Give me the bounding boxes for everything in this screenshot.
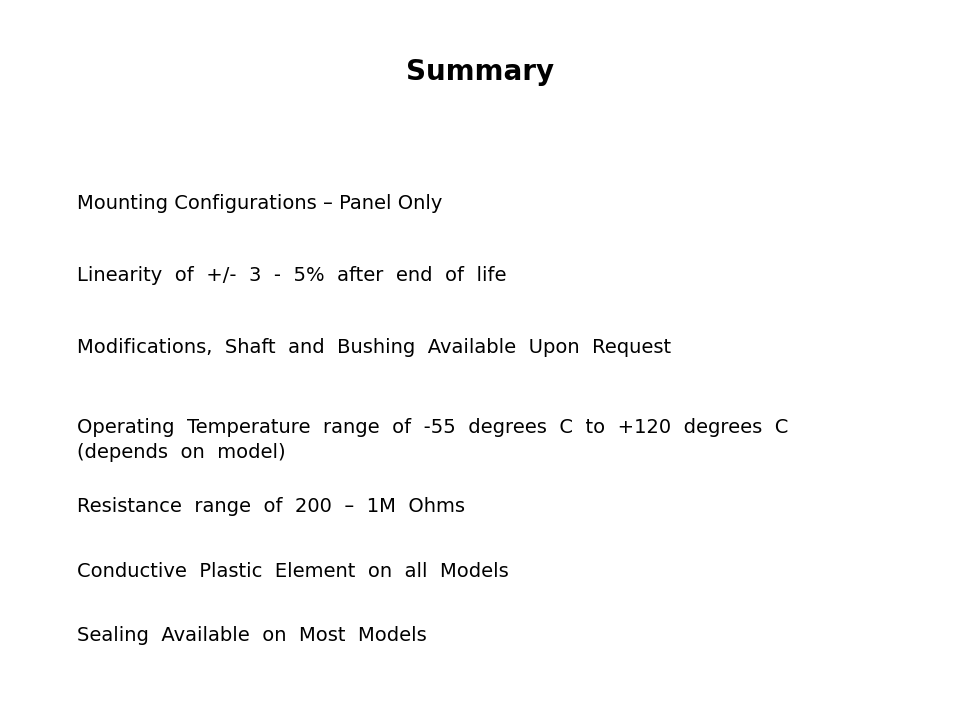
Text: Linearity  of  +/-  3  -  5%  after  end  of  life: Linearity of +/- 3 - 5% after end of lif… xyxy=(77,266,506,285)
Text: Resistance  range  of  200  –  1M  Ohms: Resistance range of 200 – 1M Ohms xyxy=(77,497,465,516)
Text: Modifications,  Shaft  and  Bushing  Available  Upon  Request: Modifications, Shaft and Bushing Availab… xyxy=(77,338,671,357)
Text: Operating  Temperature  range  of  -55  degrees  C  to  +120  degrees  C
(depend: Operating Temperature range of -55 degre… xyxy=(77,418,788,462)
Text: Sealing  Available  on  Most  Models: Sealing Available on Most Models xyxy=(77,626,426,645)
Text: Conductive  Plastic  Element  on  all  Models: Conductive Plastic Element on all Models xyxy=(77,562,509,580)
Text: Summary: Summary xyxy=(406,58,554,86)
Text: Mounting Configurations – Panel Only: Mounting Configurations – Panel Only xyxy=(77,194,443,213)
